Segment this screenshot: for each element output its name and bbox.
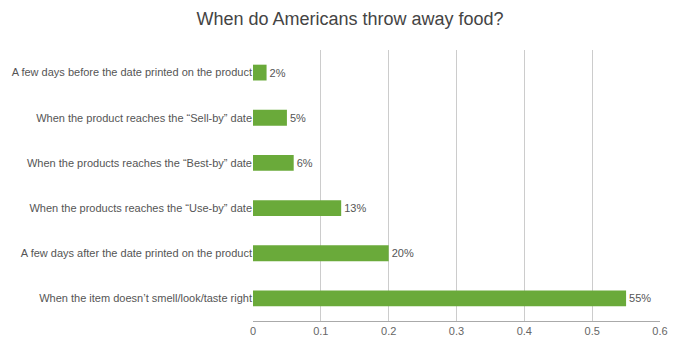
svg-text:0.6: 0.6: [652, 325, 667, 337]
svg-text:When the products reaches the: When the products reaches the “Use-by” d…: [29, 202, 252, 214]
svg-text:A few days before the date pri: A few days before the date printed on th…: [12, 66, 252, 78]
svg-text:When the products reaches the: When the products reaches the “Best-by” …: [27, 157, 252, 169]
svg-text:55%: 55%: [629, 292, 651, 304]
svg-text:5%: 5%: [290, 112, 306, 124]
svg-text:0.5: 0.5: [585, 325, 600, 337]
svg-text:When do Americans throw away f: When do Americans throw away food?: [196, 9, 503, 29]
svg-text:0.1: 0.1: [313, 325, 328, 337]
svg-text:6%: 6%: [297, 157, 313, 169]
svg-text:20%: 20%: [392, 247, 414, 259]
svg-text:13%: 13%: [344, 202, 366, 214]
svg-text:2%: 2%: [270, 67, 286, 79]
svg-text:0.3: 0.3: [449, 325, 464, 337]
svg-text:When the product reaches the “: When the product reaches the “Sell-by” d…: [36, 112, 252, 124]
svg-text:When the item doesn’t smell/lo: When the item doesn’t smell/look/taste r…: [39, 292, 252, 304]
svg-text:0.4: 0.4: [517, 325, 532, 337]
svg-text:A few days after the date prin: A few days after the date printed on the…: [21, 247, 252, 259]
svg-text:0.2: 0.2: [381, 325, 396, 337]
svg-text:0: 0: [250, 325, 256, 337]
